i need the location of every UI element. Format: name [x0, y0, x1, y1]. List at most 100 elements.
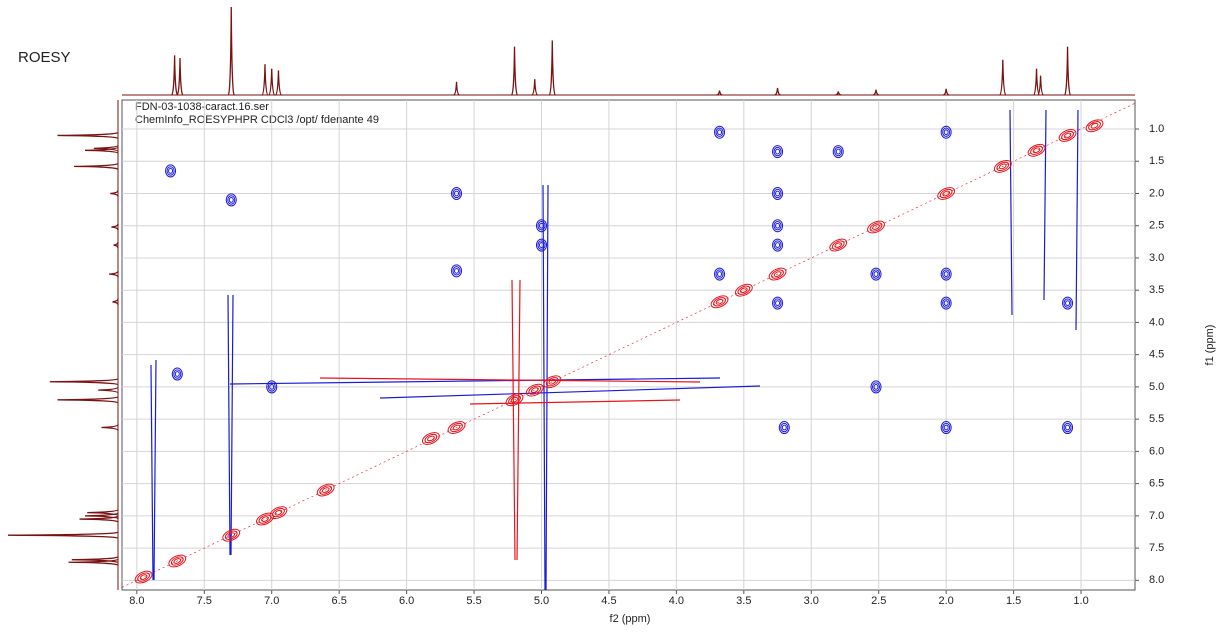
- contour-level: [545, 377, 559, 387]
- contour-level: [717, 271, 723, 277]
- projection-peak: [68, 558, 119, 566]
- contour-peak: [447, 421, 466, 434]
- contour-level: [993, 159, 1012, 173]
- contour-peak: [993, 159, 1012, 173]
- projection-peak: [531, 79, 539, 96]
- contour-level: [228, 197, 234, 203]
- contour-level: [173, 369, 182, 379]
- contour-peak: [1027, 143, 1046, 157]
- contour-level: [166, 166, 175, 176]
- contour-level: [835, 148, 841, 155]
- y-tick-label: 1.5: [1149, 155, 1164, 167]
- contour-level: [1090, 122, 1099, 129]
- contour-peak: [940, 421, 952, 435]
- x-tick-label: 2.5: [871, 595, 886, 607]
- contour-peak: [778, 421, 790, 435]
- projection-peak: [1063, 46, 1072, 96]
- contour-level: [772, 238, 784, 252]
- x-tick-label: 7.5: [197, 595, 212, 607]
- projection-peak: [453, 81, 460, 96]
- annotation: ChemInfo_ROESYPHPR CDCl3 /opt/ fdenante …: [135, 114, 379, 126]
- y-axis-label: f1 (ppm): [1204, 325, 1216, 366]
- contour-level: [537, 221, 546, 231]
- y-tick-label: 7.0: [1149, 510, 1164, 522]
- projection-peak: [943, 88, 950, 96]
- contour-level: [940, 267, 952, 281]
- contour-level: [1088, 121, 1101, 131]
- contour-level: [715, 127, 724, 137]
- contour-level: [942, 190, 951, 197]
- contour-level: [1065, 300, 1071, 306]
- contour-level: [165, 164, 177, 178]
- contour-level: [137, 572, 150, 582]
- contour-level: [870, 267, 882, 281]
- contour-level: [939, 188, 953, 199]
- y-tick-label: 4.5: [1149, 349, 1164, 361]
- contour-level: [538, 222, 544, 229]
- projection-peak: [110, 190, 119, 197]
- contour-level: [942, 269, 951, 279]
- contour-peak: [1085, 119, 1104, 133]
- x-tick-label: 7.0: [264, 595, 279, 607]
- contour-level: [739, 287, 748, 294]
- contour-level: [772, 219, 784, 233]
- contour-peak: [867, 220, 885, 234]
- y-tick-label: 3.0: [1149, 252, 1164, 264]
- contour-peak: [421, 432, 440, 445]
- contour-peak: [266, 380, 278, 394]
- contour-level: [872, 269, 881, 279]
- contour-level: [872, 382, 881, 392]
- contour-level: [717, 129, 723, 136]
- contour-level: [319, 485, 333, 495]
- contour-level: [261, 516, 269, 522]
- contour-level: [873, 384, 879, 390]
- contour-level: [266, 380, 278, 394]
- contour-level: [510, 396, 519, 403]
- x-tick-label: 2.0: [939, 595, 954, 607]
- contour-peak: [171, 367, 183, 381]
- contour-level: [452, 188, 461, 199]
- contour-level: [421, 432, 440, 445]
- contour-peak: [772, 238, 784, 252]
- contour-level: [710, 295, 729, 309]
- projection-peak: [112, 298, 119, 305]
- contour-level: [870, 380, 882, 394]
- contour-level: [713, 297, 726, 307]
- contour-level: [451, 264, 463, 278]
- contour-level: [538, 242, 544, 248]
- projection-peak: [113, 241, 119, 249]
- contour-peak: [1062, 296, 1074, 310]
- contour-level: [834, 146, 843, 157]
- y-tick-label: 5.0: [1149, 381, 1164, 393]
- x-tick-label: 1.5: [1006, 595, 1021, 607]
- contour-level: [940, 421, 952, 435]
- contour-level: [451, 186, 463, 200]
- projection-peak: [227, 6, 235, 96]
- contour-level: [530, 387, 539, 393]
- contour-level: [940, 125, 952, 139]
- contour-level: [943, 271, 949, 277]
- contour-level: [447, 421, 466, 434]
- contour-level: [872, 224, 880, 230]
- contour-peak: [772, 296, 784, 310]
- contour-level: [773, 188, 782, 199]
- contour-level: [869, 222, 883, 232]
- projection-peak: [84, 146, 119, 154]
- contour-level: [772, 296, 784, 310]
- y-tick-label: 8.0: [1149, 574, 1164, 586]
- contour-level: [1032, 147, 1041, 154]
- projection-peak: [1033, 68, 1040, 96]
- t1-noise: [150, 109, 1079, 591]
- contour-level: [1062, 421, 1074, 435]
- contour-level: [427, 435, 435, 442]
- projection-peak: [71, 556, 119, 564]
- contour-level: [834, 242, 843, 248]
- x-tick-label: 1.0: [1073, 595, 1088, 607]
- contour-level: [996, 161, 1010, 172]
- projection-peak: [1037, 75, 1044, 96]
- contour-peak: [870, 380, 882, 394]
- contour-level: [773, 221, 782, 231]
- projection-peak: [101, 424, 119, 431]
- projection-peak: [57, 131, 119, 140]
- contour-peak: [225, 193, 237, 207]
